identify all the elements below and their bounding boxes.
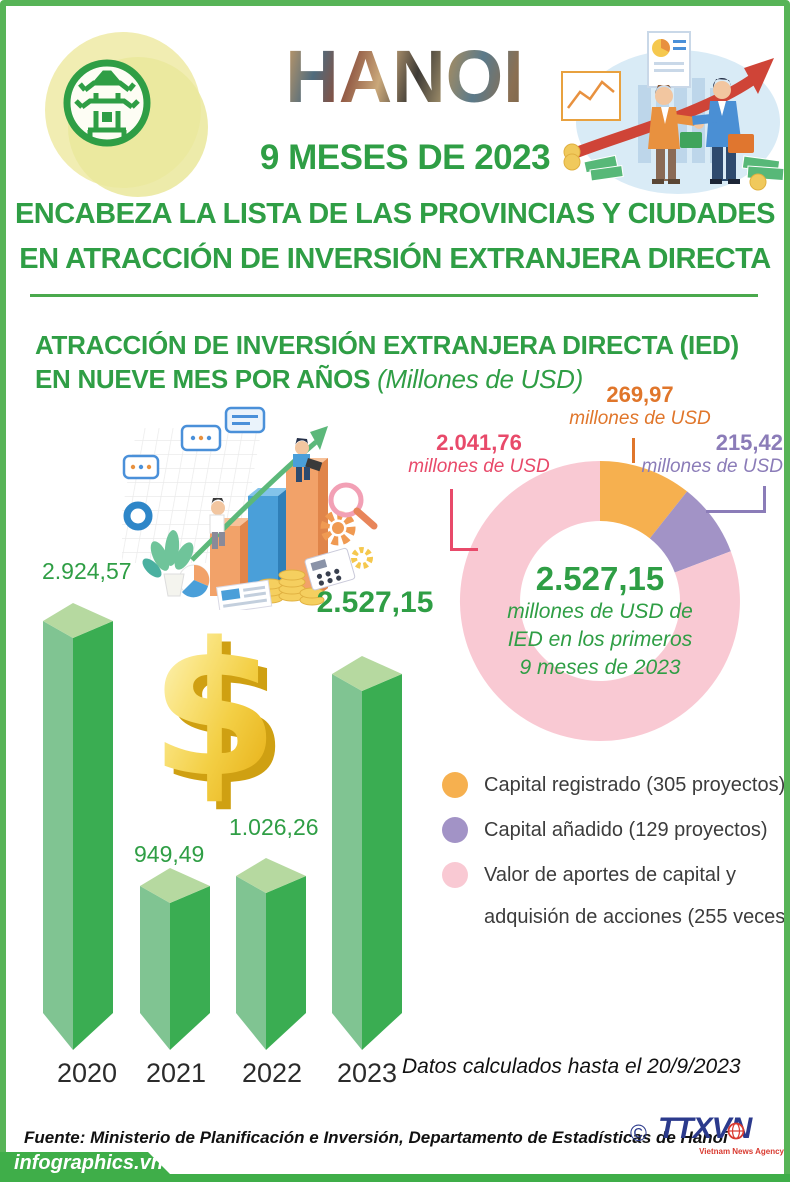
callout-unit: millones de USD (569, 408, 711, 429)
callout-unit: millones de USD (408, 456, 550, 477)
fdi-bar-chart (43, 603, 402, 1050)
year-2021: 2021 (145, 1058, 207, 1088)
bar-2022 (236, 858, 306, 1050)
businessman-left (648, 85, 704, 184)
bar-value-2021: 949,49 (134, 841, 205, 867)
headline-line2: EN ATRACCIÓN DE INVERSIÓN EXTRANJERA DIR… (19, 243, 771, 275)
slice-capital-anadido (649, 491, 731, 573)
section-title-bold: EN NUEVE MES POR AÑOS (35, 364, 371, 394)
legend-label-line2: adquisión de acciones (255 veces) (484, 906, 790, 928)
section-title-line2: EN NUEVE MES POR AÑOS (Millones de USD) (35, 364, 583, 395)
callout-value: 269,97 (606, 382, 674, 407)
khue-van-cac-icon (74, 70, 140, 137)
leader-pink-h (450, 548, 478, 551)
page-subtitle: 9 MESES DE 2023 (259, 138, 551, 177)
leader-purple-v (763, 486, 766, 513)
legend-label: Capital añadido (129 proyectos) (484, 818, 768, 841)
legend-dot-pink (442, 862, 468, 888)
leader-pink-v (450, 489, 453, 551)
callout-value: 215,42 (715, 430, 783, 455)
bottom-strip (0, 1152, 790, 1182)
bar-value-2020: 2.924,57 (42, 558, 132, 584)
bar-2023 (332, 656, 402, 1050)
legend-dot-orange (442, 772, 468, 798)
pie-chart-icon (178, 564, 210, 598)
header-divider (30, 294, 758, 297)
finance-analytics-illustration (122, 406, 378, 610)
legend-item-aportes-capital: Valor de aportes de capital y (442, 862, 736, 888)
legend-item-capital-anadido: Capital añadido (129 proyectos) (442, 817, 768, 843)
donut-total: 2.527,15 (535, 560, 665, 597)
donut-caption-line2: IED en los primeros (507, 628, 693, 651)
bar-2020 (43, 603, 113, 1050)
chart-documents (561, 31, 691, 121)
donut-center-label: 2.527,15 millones de USD de IED en los p… (500, 560, 700, 682)
source-credit: Fuente: Ministerio de Planificación e In… (24, 1128, 728, 1147)
year-2023: 2023 (336, 1058, 398, 1088)
callout-capital-registrado: 269,97 millones de USD (560, 382, 720, 430)
money-icons (563, 143, 785, 191)
document-icon (215, 579, 273, 610)
dollar-face: $ (150, 602, 279, 818)
person-on-bar (293, 438, 323, 482)
headline-line1: ENCABEZA LA LISTA DE LAS PROVINCIAS Y CI… (14, 198, 776, 230)
legend-item-capital-registrado: Capital registrado (305 proyectos) (442, 772, 785, 798)
dollar-icon: $ $ (150, 608, 310, 823)
donut-caption-line3: 9 meses de 2023 (519, 656, 681, 679)
businessman-right (691, 77, 742, 184)
callout-unit: millones de USD (641, 456, 784, 477)
bar-value-2023: 2.527,15 (316, 586, 434, 619)
speech-bubbles (122, 406, 266, 480)
person-climbing (209, 498, 225, 549)
calculator-icon (304, 547, 356, 591)
hanoi-emblem-icon (45, 32, 208, 197)
fdi-donut-chart (459, 461, 740, 741)
page-title: HANOI (262, 38, 547, 116)
legend-label: Capital registrado (305 proyectos) (484, 773, 786, 796)
bar-2021 (140, 868, 210, 1050)
section-title-line1: ATRACCIÓN DE INVERSIÓN EXTRANJERA DIRECT… (35, 330, 739, 360)
callout-aportes-capital: 2.041,76 millones de USD (398, 430, 560, 478)
bar-value-2022: 1.026,26 (229, 814, 319, 840)
copyright-symbol: © (630, 1120, 647, 1146)
callout-capital-anadido: 215,42 millones de USD (608, 430, 784, 478)
year-2022: 2022 (241, 1058, 303, 1088)
legend-label-line1: Valor de aportes de capital y (484, 863, 737, 886)
dollar-shadow: $ (159, 616, 288, 821)
slice-aportes-capital (459, 461, 740, 741)
section-title-unit: (Millones de USD) (377, 364, 583, 394)
business-handshake-illustration (561, 31, 785, 194)
footnote: Datos calculados hasta el 20/9/2023 (402, 1055, 741, 1078)
magnifier-icon (328, 482, 378, 530)
callout-value: 2.041,76 (436, 430, 522, 455)
ring-chart-icon (123, 501, 153, 531)
infographics-site-label: infographics.vn (14, 1152, 163, 1174)
legend-dot-purple (442, 817, 468, 843)
leader-orange (632, 438, 635, 463)
plant-icon (142, 530, 194, 597)
briefcases (680, 132, 754, 153)
donut-caption-line1: millones de USD de (507, 600, 693, 623)
ttxvn-caption: Vietnam News Agency (699, 1147, 784, 1156)
ttxvn-globe-icon (727, 1122, 745, 1140)
year-2020: 2020 (56, 1058, 118, 1088)
slice-capital-registrado (600, 461, 688, 539)
leader-purple-h (706, 510, 766, 513)
